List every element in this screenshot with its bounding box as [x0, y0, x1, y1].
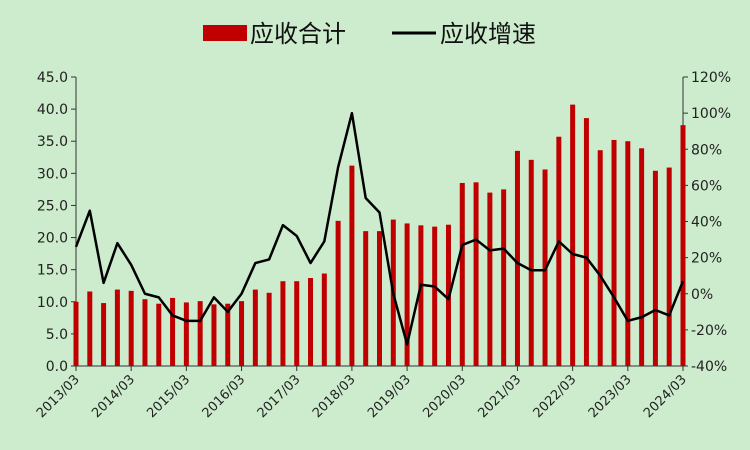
y-left-tick-label: 40.0 — [37, 102, 68, 118]
bar — [528, 159, 534, 366]
bar — [211, 304, 217, 366]
bar — [128, 290, 134, 366]
bar — [114, 289, 120, 366]
bar — [308, 278, 314, 366]
bar — [252, 289, 258, 366]
x-tick-label: 2021/03 — [475, 372, 524, 421]
bar — [183, 302, 189, 366]
y-left-tick-label: 5.0 — [46, 327, 68, 343]
bar — [197, 301, 203, 366]
bar — [225, 303, 231, 366]
bar — [377, 231, 382, 366]
y-left-tick-label: 30.0 — [37, 166, 68, 182]
x-tick-label: 2020/03 — [420, 372, 469, 421]
y-left-tick-label: 15.0 — [37, 263, 68, 279]
bar — [87, 291, 93, 366]
bar — [363, 231, 369, 366]
bar — [335, 220, 341, 366]
x-tick-label: 2023/03 — [586, 372, 635, 421]
bar — [666, 167, 672, 366]
bar — [142, 299, 148, 366]
x-tick-label: 2017/03 — [255, 372, 304, 421]
bar — [266, 292, 272, 366]
bar — [239, 301, 245, 366]
bar — [625, 141, 631, 366]
bar — [321, 273, 327, 366]
bar — [583, 118, 589, 366]
bar — [418, 225, 424, 366]
bar — [570, 104, 576, 367]
legend-swatch-bar — [203, 25, 247, 41]
bar — [473, 182, 479, 366]
x-tick-label: 2018/03 — [310, 372, 359, 421]
bar — [404, 223, 410, 366]
y-left-tick-label: 35.0 — [37, 134, 68, 150]
y-right-tick-label: -20% — [691, 323, 727, 339]
y-right-tick-label: 120% — [691, 70, 731, 86]
y-left-tick-label: 25.0 — [37, 198, 68, 214]
y-right-tick-label: 20% — [691, 251, 722, 267]
y-right-tick-label: 40% — [691, 215, 722, 231]
bar — [294, 281, 300, 366]
bar — [611, 139, 617, 366]
bar — [639, 148, 645, 366]
x-tick-label: 2022/03 — [531, 372, 580, 421]
bar — [680, 125, 686, 367]
y-right-tick-label: 0% — [691, 287, 713, 303]
bar-series — [73, 104, 686, 367]
bar — [487, 192, 493, 366]
x-tick-label: 2015/03 — [144, 372, 193, 421]
bar — [556, 136, 562, 366]
y-right-tick-label: 100% — [691, 106, 731, 122]
bar — [280, 281, 286, 366]
bar — [101, 303, 107, 366]
x-tick-label: 2013/03 — [34, 372, 83, 421]
y-left-tick-label: 10.0 — [37, 295, 68, 311]
x-tick-label: 2014/03 — [89, 372, 138, 421]
bar — [432, 226, 438, 366]
y-right-tick-label: 60% — [691, 178, 722, 194]
legend-label-line: 应收增速 — [440, 20, 536, 48]
legend-label-bar: 应收合计 — [250, 20, 346, 48]
y-left-tick-label: 20.0 — [37, 231, 68, 247]
legend: 应收合计 应收增速 — [203, 20, 536, 48]
bar — [501, 189, 507, 366]
bar — [73, 301, 79, 366]
y-right-tick-label: -40% — [691, 359, 727, 375]
y-right-tick-label: 80% — [691, 142, 722, 158]
bar — [349, 165, 355, 366]
y-left-tick-label: 0.0 — [46, 359, 68, 375]
line-series — [74, 111, 685, 346]
bar — [459, 182, 465, 366]
x-tick-label: 2024/03 — [641, 372, 690, 421]
y-left-tick-label: 45.0 — [37, 70, 68, 86]
bar — [597, 150, 603, 366]
bar — [514, 150, 520, 366]
x-tick-label: 2016/03 — [200, 372, 249, 421]
bar — [170, 297, 176, 366]
bar — [652, 170, 658, 366]
x-tick-label: 2019/03 — [365, 372, 414, 421]
bar — [156, 303, 162, 366]
